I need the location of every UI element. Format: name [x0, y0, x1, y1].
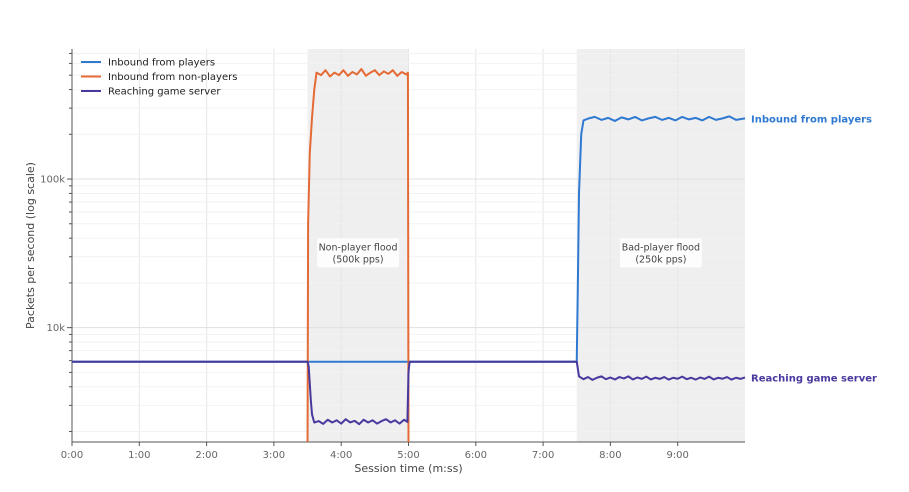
x-tick-label: 4:00	[330, 450, 352, 461]
region-label-box	[619, 238, 702, 268]
tick-labels: 0:00 1:00 2:00 3:00 4:00 5:00 6:00 7:00 8:00 9:00…	[40, 175, 689, 461]
x-tick-label: 7:00	[532, 450, 554, 461]
region-label: Non-player flood	[319, 242, 398, 253]
x-tick-label: 1:00	[128, 450, 150, 461]
y-axis-title: Packets per second (log scale)	[24, 162, 37, 329]
legend-label: Inbound from players	[108, 58, 215, 69]
x-tick-label: 8:00	[599, 450, 621, 461]
x-axis-title: Session time (m:ss)	[354, 462, 462, 475]
region-label-box	[317, 238, 400, 268]
y-tick-label: 10k	[46, 323, 65, 334]
legend-label: Reaching game server	[108, 87, 221, 98]
series-line-reaching-game-server	[72, 360, 746, 426]
region-label: Bad-player flood	[622, 242, 700, 253]
x-tick-label: 3:00	[263, 450, 285, 461]
region-labels: Non-player flood(500k pps) Bad-player flo…	[317, 238, 702, 268]
series-end-label: Inbound from players	[751, 114, 872, 125]
series-lines	[72, 68, 746, 443]
x-tick-label: 2:00	[195, 450, 217, 461]
region-label: (250k pps)	[635, 254, 686, 265]
x-tick-label: 9:00	[666, 450, 688, 461]
x-tick-label: 0:00	[61, 450, 83, 461]
legend: Inbound from players Inbound from non-pla…	[81, 58, 237, 98]
x-tick-label: 6:00	[465, 450, 487, 461]
x-tick-label: 5:00	[397, 450, 419, 461]
legend-label: Inbound from non-players	[108, 72, 237, 83]
series-line-inbound-from-players	[72, 115, 746, 363]
series-line-inbound-from-non-players	[306, 68, 410, 443]
series-end-label: Reaching game server	[751, 373, 877, 384]
y-tick-label: 100k	[40, 175, 65, 186]
region-label: (500k pps)	[332, 254, 383, 265]
end-labels: Inbound from players Reaching game server	[751, 114, 877, 384]
